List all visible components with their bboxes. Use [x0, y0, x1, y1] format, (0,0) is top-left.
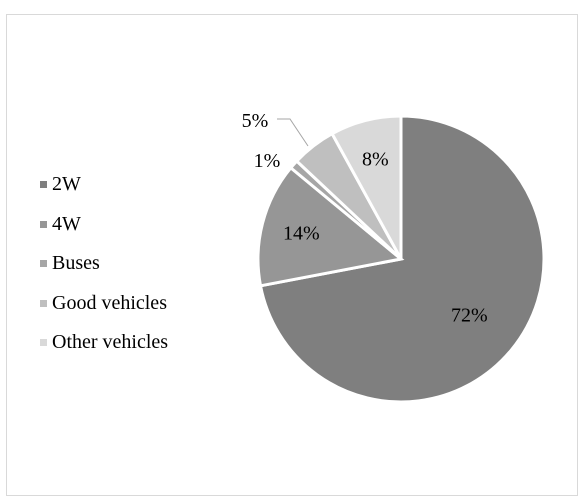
legend-label: Buses — [52, 252, 100, 275]
data-label-buses: 1% — [254, 150, 281, 172]
legend-swatch — [40, 220, 47, 228]
legend-item-2w: 2W — [40, 165, 168, 205]
legend-swatch — [40, 260, 47, 268]
pie-slice-4w — [256, 165, 405, 288]
pie-slice-other-vehicles — [330, 114, 403, 260]
legend-label: 2W — [52, 173, 81, 196]
legend: 2W 4W Buses Good vehicles Other vehicles — [40, 165, 168, 363]
legend-label: Other vehicles — [52, 331, 169, 354]
legend-item-buses: Buses — [40, 244, 168, 284]
legend-swatch — [40, 299, 47, 307]
legend-swatch — [40, 339, 47, 347]
legend-label: 4W — [52, 212, 81, 235]
legend-item-other-vehicles: Other vehicles — [40, 323, 168, 363]
data-label-other-vehicles: 8% — [362, 148, 389, 170]
data-label-good-vehicles: 5% — [242, 110, 269, 132]
data-label-2w: 72% — [451, 305, 488, 327]
data-label-4w: 14% — [283, 222, 320, 244]
legend-item-good-vehicles: Good vehicles — [40, 284, 168, 324]
legend-swatch — [40, 181, 47, 189]
leader-line — [277, 118, 309, 147]
legend-item-4w: 4W — [40, 205, 168, 245]
legend-label: Good vehicles — [52, 291, 167, 314]
